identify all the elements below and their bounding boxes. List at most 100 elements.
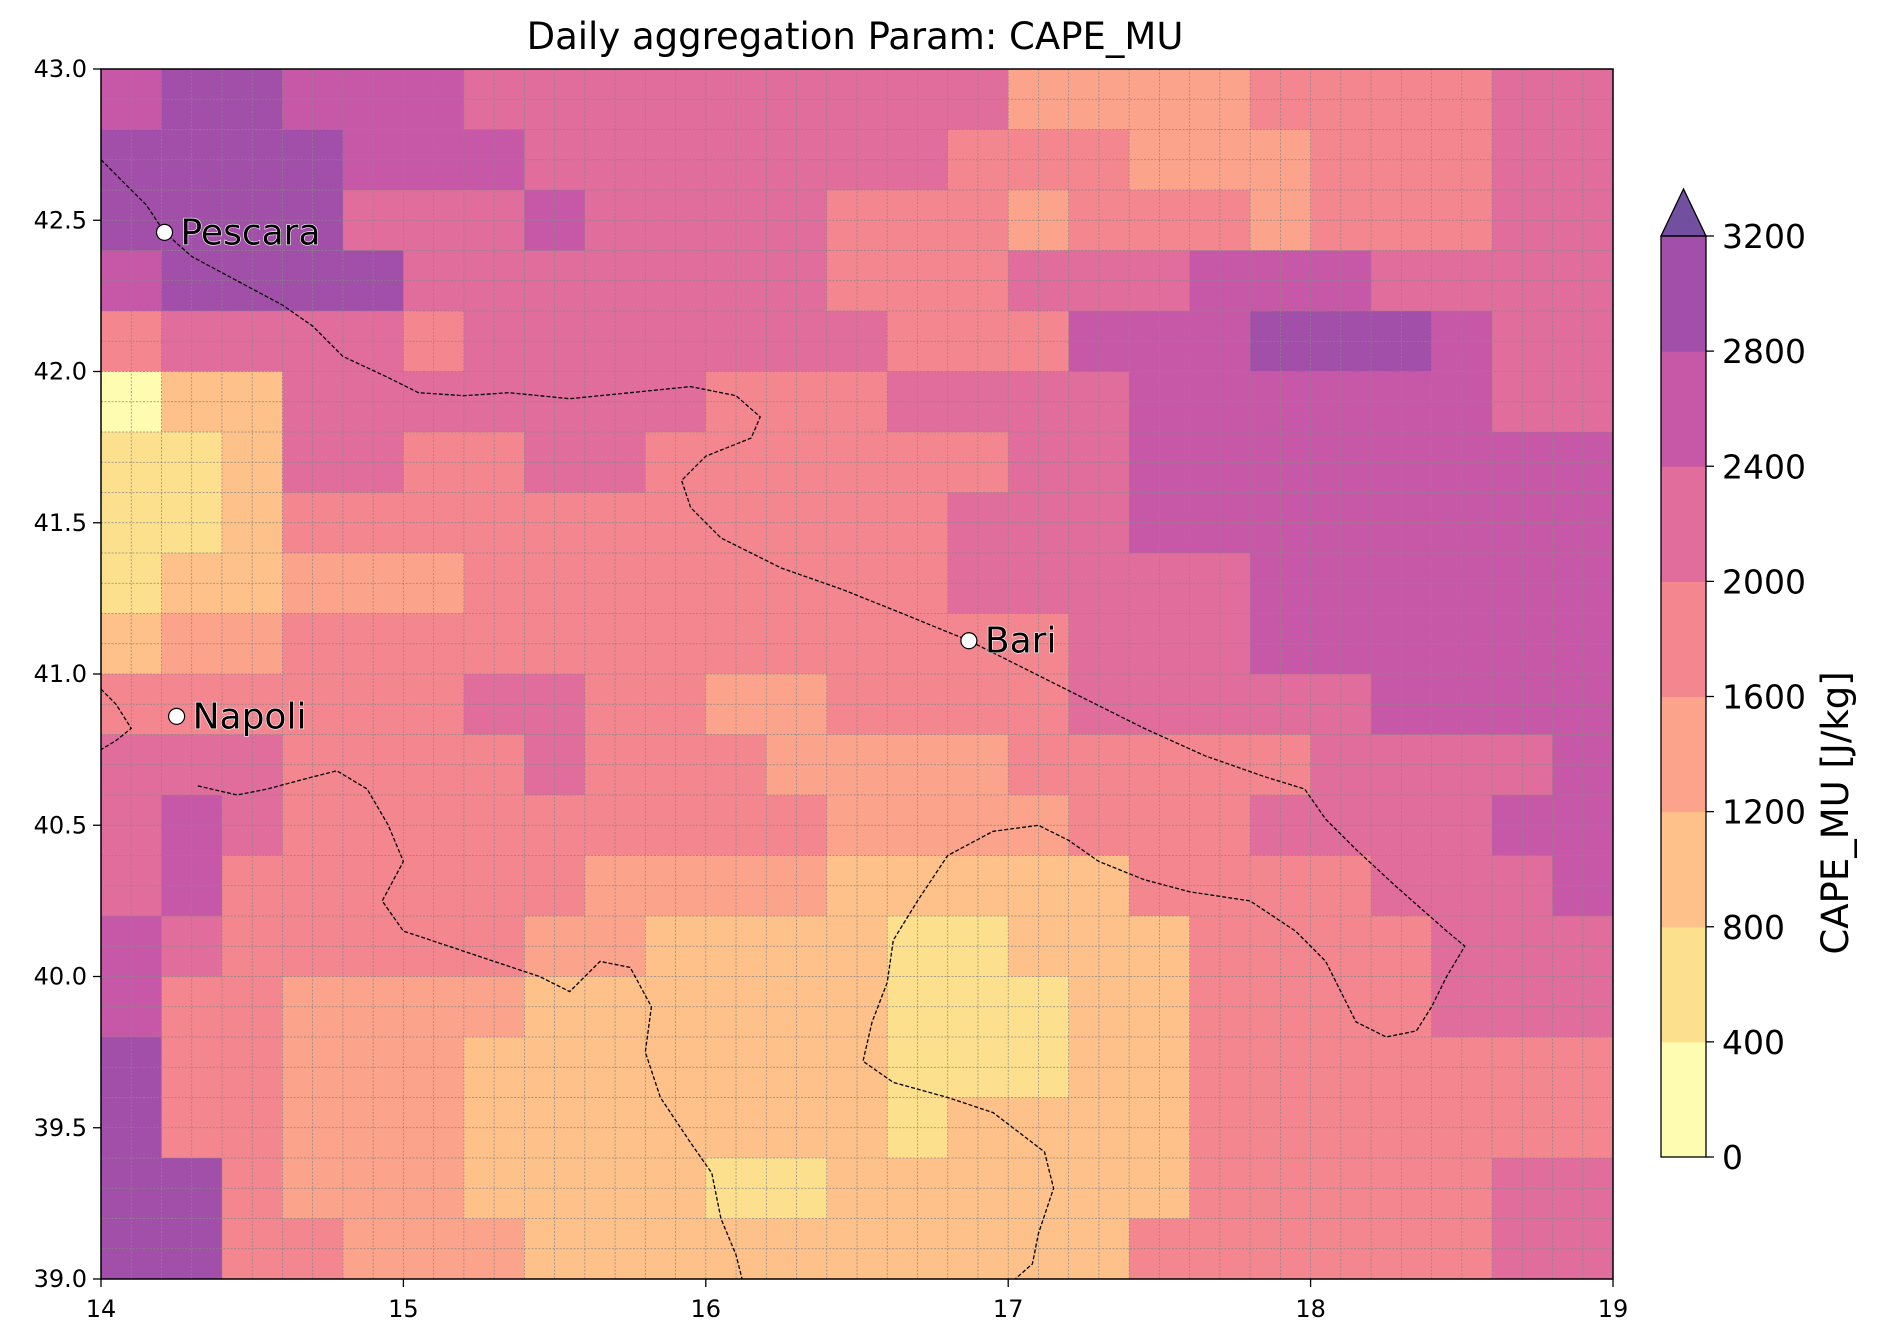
map-gridlines <box>101 69 1613 1279</box>
heatmap-cell <box>1431 492 1493 554</box>
y-tick-label: 43.0 <box>34 55 87 83</box>
colorbar-segment <box>1661 351 1706 467</box>
heatmap-cell <box>1189 916 1251 978</box>
heatmap-cell <box>342 69 404 131</box>
heatmap-cell <box>161 1340 222 1343</box>
y-tick-label: 42.0 <box>34 358 87 386</box>
heatmap-cell <box>101 1158 163 1220</box>
heatmap-cell <box>766 69 828 131</box>
heatmap-cell <box>887 1340 948 1343</box>
heatmap-cell <box>585 1340 646 1343</box>
x-tick-label: 14 <box>86 1295 117 1323</box>
y-tick-label: 41.5 <box>34 509 87 537</box>
heatmap-cell <box>1189 311 1251 373</box>
heatmap-cell <box>524 1158 586 1220</box>
x-tick-label: 15 <box>388 1295 419 1323</box>
colorbar-tick-label: 2800 <box>1722 332 1806 371</box>
x-tick-label: 18 <box>1295 1295 1326 1323</box>
heatmap-cell <box>524 734 586 796</box>
heatmap-cell <box>766 1340 827 1343</box>
figure-title: Daily aggregation Param: CAPE_MU <box>527 15 1184 58</box>
city-label: Bari <box>985 621 1057 662</box>
y-tick-label: 40.5 <box>34 811 87 839</box>
y-axis-ticks: 39.0 39.5 40.0 40.5 41.0 41.5 42.0 42.5 43.0 <box>34 55 101 1293</box>
heatmap-cell <box>766 734 828 796</box>
colorbar-segment <box>1661 811 1706 928</box>
heatmap-cell <box>1431 1158 1493 1220</box>
heatmap-cell <box>343 1340 404 1343</box>
heatmap-cell <box>101 916 163 978</box>
heatmap-cell <box>1431 734 1493 796</box>
heatmap-cell <box>464 1279 525 1340</box>
heatmap-cell <box>282 1279 343 1340</box>
heatmap-cell <box>766 492 828 554</box>
heatmap-cell <box>827 1340 888 1343</box>
colorbar-label: CAPE_MU [J/kg] <box>1814 671 1857 954</box>
heatmap-cell <box>1431 69 1493 131</box>
heatmap-cell <box>766 916 828 978</box>
heatmap-cell <box>1432 1340 1493 1343</box>
y-tick-label: 39.5 <box>34 1114 87 1142</box>
heatmap-cell <box>282 1340 343 1343</box>
heatmap-cell <box>524 492 586 554</box>
x-axis-ticks: 14 15 16 17 18 19 <box>86 1279 1629 1323</box>
heatmap-cell <box>706 1340 767 1343</box>
x-tick-label: 17 <box>993 1295 1024 1323</box>
y-tick-label: 39.0 <box>34 1265 87 1293</box>
heatmap-cell <box>1371 1340 1432 1343</box>
heatmap-cell <box>1190 1279 1251 1340</box>
heatmap-cell <box>524 69 586 131</box>
heatmap-cell <box>222 1279 283 1340</box>
coastline <box>101 159 1466 1279</box>
heatmap-cell <box>403 1340 464 1343</box>
heatmap-cell <box>1311 1340 1372 1343</box>
heatmap-cell <box>1492 1279 1553 1340</box>
x-tick-label: 16 <box>691 1295 722 1323</box>
colorbar-segment <box>1661 926 1706 1043</box>
heatmap-cell <box>1189 492 1251 554</box>
heatmap-cell <box>645 1340 706 1343</box>
coastline-segment <box>197 770 743 1279</box>
heatmap-cell <box>1189 69 1251 131</box>
coastline-segment <box>101 688 133 751</box>
colorbar-extend-arrow <box>1659 187 1708 237</box>
heatmap-cell <box>827 1279 888 1340</box>
y-tick-label: 41.0 <box>34 660 87 688</box>
heatmap-cell <box>1250 1340 1311 1343</box>
colorbar-tick-label: 2400 <box>1722 447 1806 486</box>
colorbar-segment <box>1661 1041 1706 1158</box>
heatmap-cell <box>524 1279 585 1340</box>
colorbar-tick-label: 2000 <box>1722 562 1806 601</box>
colorbar-segment <box>1661 696 1706 813</box>
colorbar-segment <box>1661 581 1706 697</box>
heatmap-cell <box>887 1279 948 1340</box>
heatmap-cell <box>1129 1279 1190 1340</box>
heatmap-cell <box>342 734 404 796</box>
heatmap-cell <box>222 1340 283 1343</box>
heatmap-cell <box>524 1340 585 1343</box>
heatmap-cell <box>1069 1340 1130 1343</box>
city-marker <box>960 632 978 650</box>
heatmap-cell <box>1371 1279 1432 1340</box>
heatmap-cell <box>1553 1340 1614 1343</box>
heatmap-cell <box>1432 1279 1493 1340</box>
city-markers: Pescara Bari Napoli <box>155 212 1057 738</box>
heatmap-cell <box>948 1340 1009 1343</box>
city-marker <box>155 223 174 241</box>
colorbar-tick-label: 1200 <box>1722 793 1806 832</box>
heatmap-cell <box>342 1158 404 1220</box>
colorbar-tick-label: 800 <box>1722 908 1785 947</box>
x-tick-label: 19 <box>1598 1295 1629 1323</box>
heatmap-cell <box>101 69 163 131</box>
heatmap-cell <box>342 311 404 373</box>
colorbar-tick-label: 0 <box>1722 1138 1743 1177</box>
coastline-segment <box>101 159 1466 1279</box>
y-tick-label: 42.5 <box>34 206 87 234</box>
heatmap-cell <box>1189 1158 1251 1220</box>
colorbar-tick-label: 3200 <box>1722 217 1806 256</box>
heatmap-cell <box>161 1279 222 1340</box>
colorbar-segment <box>1661 466 1706 582</box>
heatmap-cell <box>101 1340 162 1343</box>
heatmap-cell <box>342 916 404 978</box>
